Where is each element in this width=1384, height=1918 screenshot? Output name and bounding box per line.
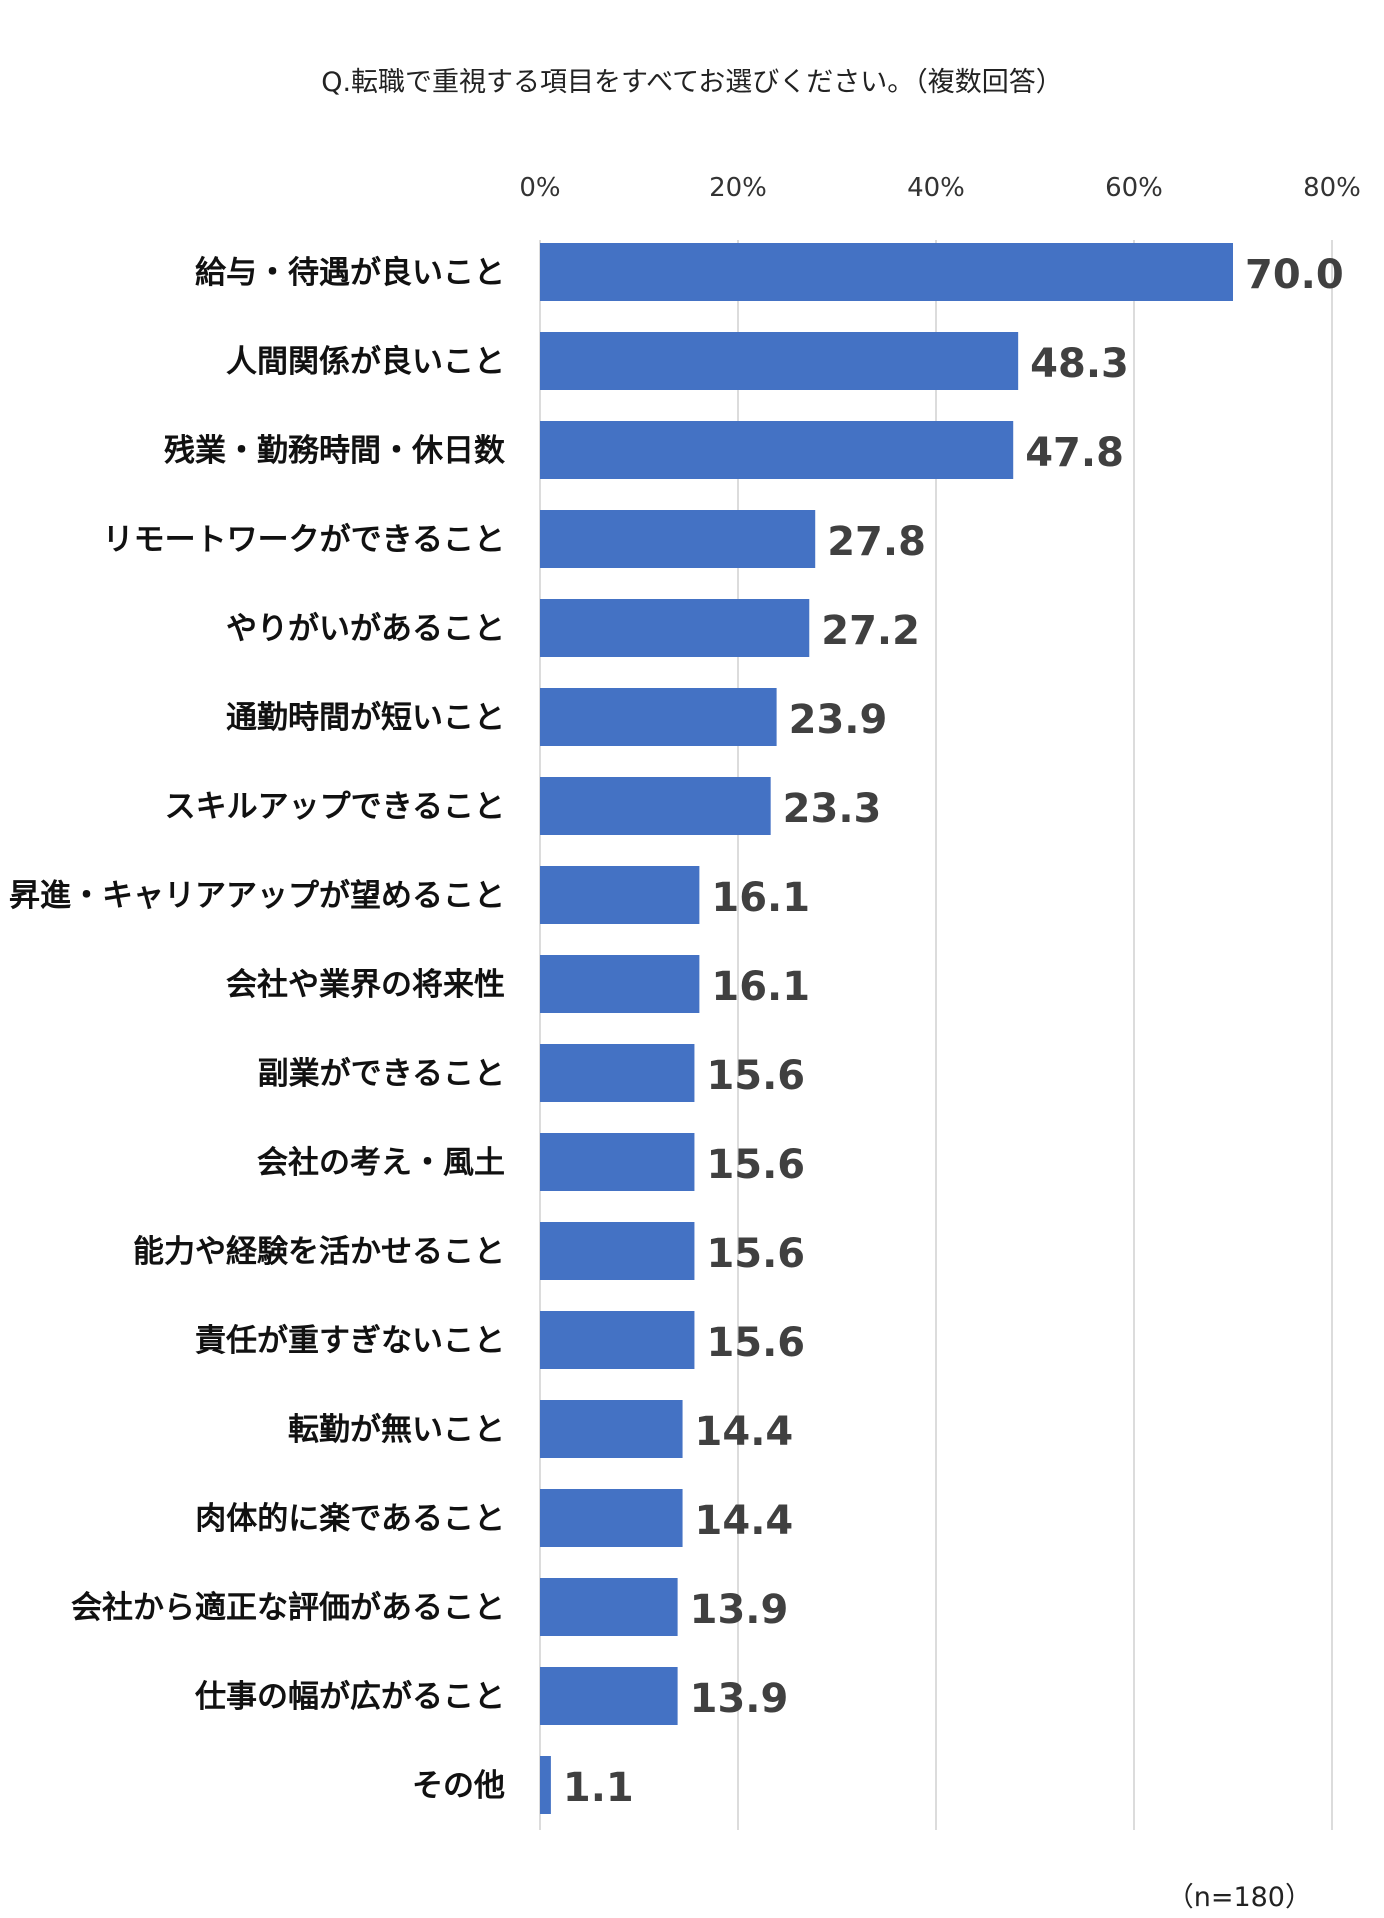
data-label: 70.0: [1245, 252, 1344, 298]
bar: [540, 332, 1019, 390]
data-label: 48.3: [1030, 341, 1129, 387]
data-label: 15.6: [706, 1320, 805, 1366]
category-label: 残業・勤務時間・休日数: [164, 433, 505, 469]
bar: [540, 1133, 695, 1191]
data-label: 13.9: [690, 1676, 789, 1722]
x-tick-label: 80%: [1303, 173, 1361, 203]
x-tick-label: 0%: [519, 173, 560, 203]
category-label: 能力や経験を活かせること: [133, 1234, 505, 1270]
bar: [540, 688, 777, 746]
category-label: 会社から適正な評価があること: [71, 1590, 505, 1626]
bar: [540, 510, 816, 568]
bar: [540, 1667, 678, 1725]
data-label: 23.9: [789, 697, 888, 743]
x-tick-label: 20%: [709, 173, 767, 203]
data-label: 16.1: [711, 964, 810, 1010]
bar: [540, 1578, 678, 1636]
data-label: 15.6: [706, 1231, 805, 1277]
category-label: 肉体的に楽であること: [195, 1501, 505, 1537]
data-label: 47.8: [1025, 430, 1124, 476]
bar: [540, 1222, 695, 1280]
category-label: 人間関係が良いこと: [226, 344, 505, 380]
chart-title: Q.転職で重視する項目をすべてお選びください。（複数回答）: [321, 67, 1063, 98]
sample-size-note: （n=180）: [1166, 1882, 1312, 1913]
category-label: 会社の考え・風土: [257, 1145, 505, 1181]
bar: [540, 955, 700, 1013]
data-label: 27.2: [821, 608, 920, 654]
category-label: 仕事の幅が広がること: [195, 1679, 505, 1715]
bar: [540, 1044, 695, 1102]
data-label: 23.3: [783, 786, 882, 832]
data-label: 15.6: [706, 1142, 805, 1188]
bar: [540, 421, 1014, 479]
bar: [540, 1400, 683, 1458]
data-label: 1.1: [563, 1765, 634, 1811]
x-tick-label: 40%: [907, 173, 965, 203]
bar: [540, 1756, 551, 1814]
category-label: 転勤が無いこと: [288, 1412, 505, 1448]
x-tick-label: 60%: [1105, 173, 1163, 203]
data-label: 27.8: [827, 519, 926, 565]
data-label: 15.6: [706, 1053, 805, 1099]
bar: [540, 1311, 695, 1369]
bar: [540, 1489, 683, 1547]
category-label: その他: [412, 1768, 505, 1804]
category-label: リモートワークができること: [103, 522, 505, 558]
data-label: 13.9: [690, 1587, 789, 1633]
data-label: 14.4: [695, 1498, 794, 1544]
category-label: 昇進・キャリアアップが望めること: [9, 878, 505, 914]
data-label: 14.4: [695, 1409, 794, 1455]
bar: [540, 866, 700, 924]
category-label: やりがいがあること: [226, 611, 505, 647]
category-label: 通勤時間が短いこと: [226, 700, 505, 736]
category-label: 責任が重すぎないこと: [195, 1323, 505, 1359]
category-label: スキルアップできること: [165, 789, 505, 825]
category-label: 会社や業界の将来性: [226, 967, 505, 1003]
bar: [540, 599, 810, 657]
data-label: 16.1: [711, 875, 810, 921]
category-label: 副業ができること: [258, 1056, 505, 1092]
bar: [540, 243, 1233, 301]
category-label: 給与・待遇が良いこと: [195, 255, 505, 291]
bar: [540, 777, 771, 835]
